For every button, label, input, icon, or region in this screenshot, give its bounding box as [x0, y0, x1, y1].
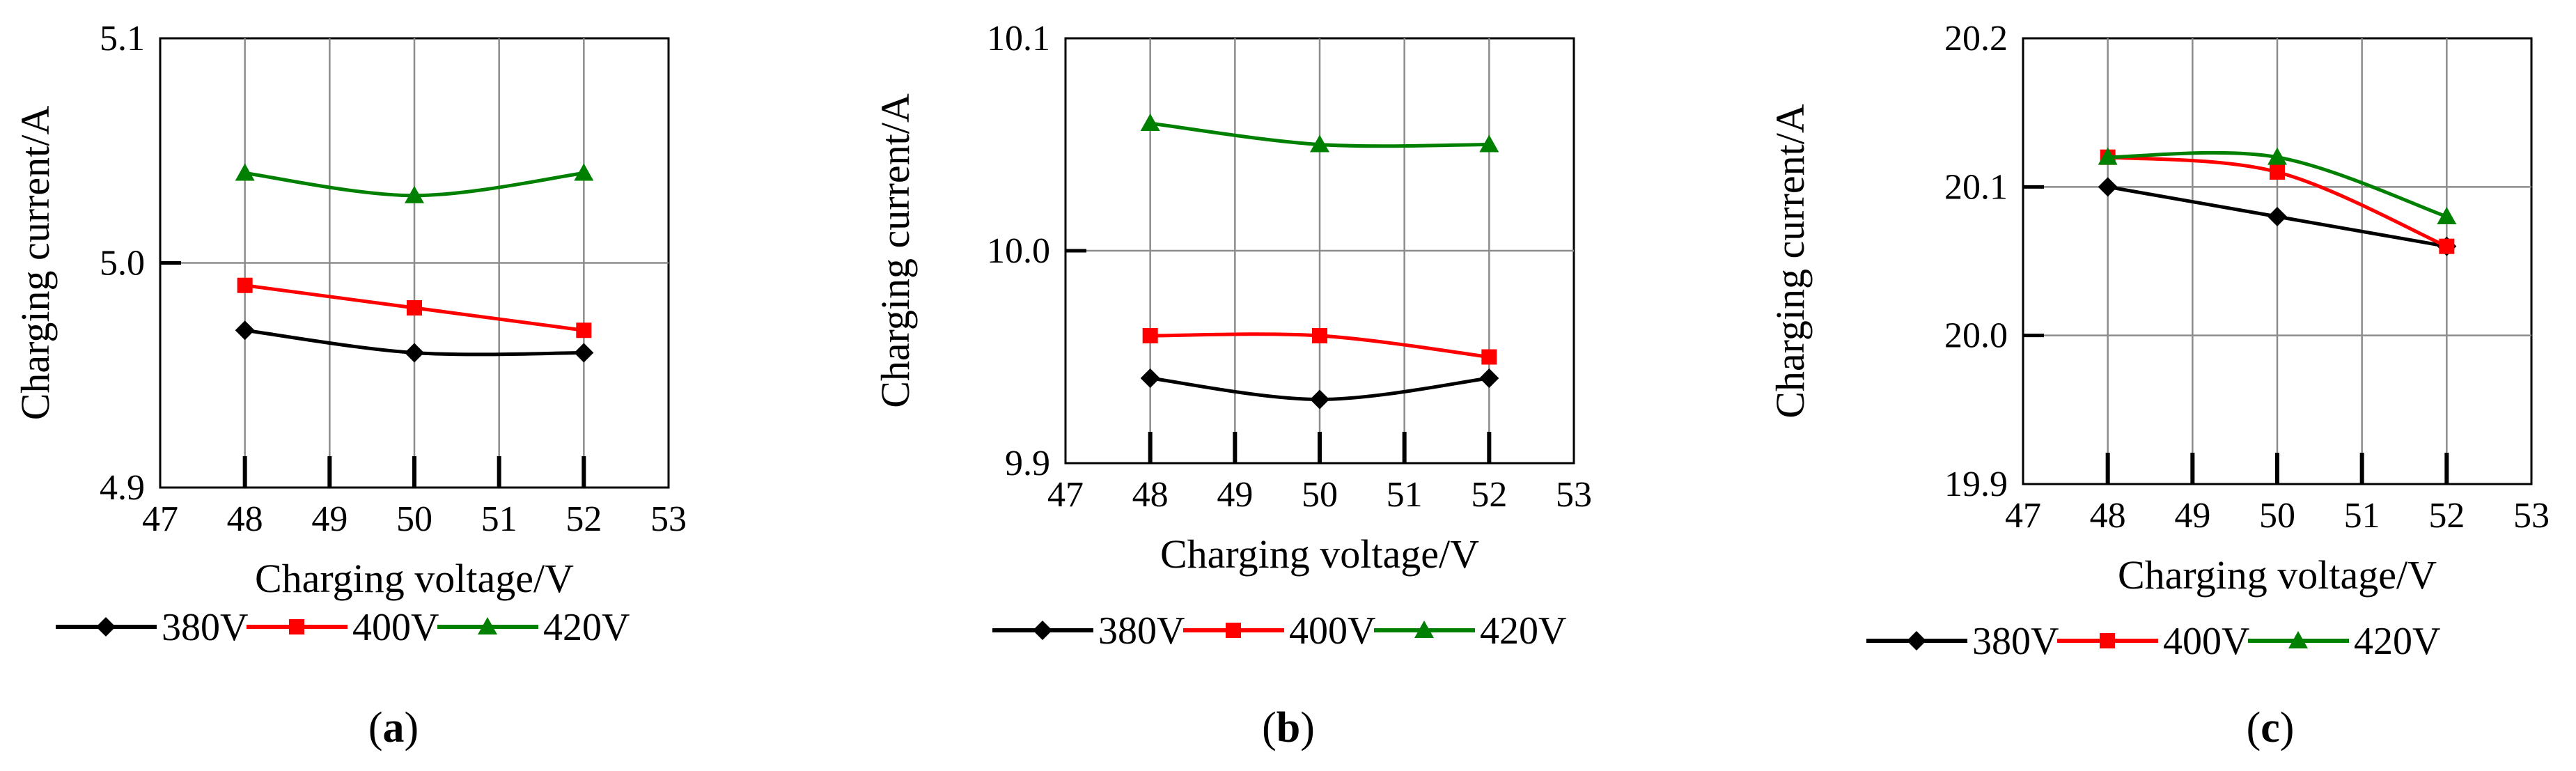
legend-marker-420V	[1414, 621, 1434, 638]
legend-label-420V: 420V	[1480, 609, 1566, 653]
legend-label-400V: 400V	[2163, 620, 2249, 663]
data-point-400V	[1142, 328, 1158, 343]
x-axis-title: Charging voltage/V	[1160, 531, 1479, 577]
data-point-400V	[2270, 164, 2285, 180]
chart-panel-b: 47 48 49 50 51 52 53 9.9 10.0 10.1 Charging voltag…	[873, 19, 1592, 751]
data-point-380V	[1310, 389, 1329, 410]
series-420V	[2098, 147, 2457, 224]
data-point-380V	[1479, 368, 1499, 388]
data-point-380V	[2267, 207, 2287, 226]
data-point-380V	[235, 320, 255, 341]
y-tick-label: 5.1	[100, 19, 145, 59]
legend-label-420V: 420V	[2354, 620, 2440, 663]
x-tick-label: 51	[481, 499, 517, 539]
x-tick-label: 49	[2174, 496, 2210, 536]
x-tick-label: 53	[1556, 475, 1592, 515]
data-point-380V	[574, 343, 594, 363]
legend: 380V 400V 420V	[1866, 620, 2440, 663]
legend-label-380V: 380V	[1972, 620, 2059, 663]
y-tick-label: 10.0	[987, 231, 1050, 271]
x-axis-title: Charging voltage/V	[2118, 552, 2437, 598]
data-point-420V	[2437, 207, 2457, 224]
legend-marker-400V	[289, 619, 304, 634]
data-point-420V	[405, 185, 424, 203]
data-point-420V	[574, 163, 594, 181]
series-400V	[1142, 328, 1497, 365]
y-axis-title: Charging current/A	[1767, 104, 1813, 419]
x-axis-title: Charging voltage/V	[255, 556, 574, 601]
x-tick-label: 48	[2090, 496, 2126, 536]
data-point-400V	[576, 322, 592, 338]
y-tick-label: 9.9	[1005, 444, 1050, 483]
y-tick-label: 19.9	[1944, 465, 2008, 504]
y-tick-label: 4.9	[100, 468, 145, 508]
data-point-420V	[1479, 134, 1499, 153]
series-400V	[237, 277, 592, 338]
data-point-380V	[2098, 177, 2118, 197]
legend-label-380V: 380V	[162, 606, 248, 649]
x-tick-label: 47	[1047, 475, 1084, 515]
data-point-420V	[1140, 114, 1160, 131]
legend-marker-420V	[478, 617, 497, 634]
x-tick-label: 47	[2005, 496, 2041, 536]
data-point-380V	[1140, 368, 1160, 388]
x-tick-label: 48	[227, 499, 263, 539]
legend-marker-400V	[1226, 623, 1241, 638]
x-tick-label: 53	[650, 499, 687, 539]
data-point-400V	[1481, 349, 1497, 365]
x-tick-label: 47	[142, 499, 178, 539]
legend: 380V 400V 420V	[56, 606, 630, 649]
x-tick-label: 50	[2259, 496, 2295, 536]
y-axis-title: Charging current/A	[13, 106, 58, 421]
panel-caption: (b)	[1262, 704, 1315, 751]
data-point-420V	[2098, 147, 2118, 165]
x-tick-label: 52	[565, 499, 602, 539]
legend-marker-380V	[96, 617, 116, 637]
series-380V	[1140, 368, 1499, 410]
legend-label-380V: 380V	[1098, 609, 1185, 653]
x-tick-label: 50	[1302, 475, 1338, 515]
data-point-420V	[2267, 147, 2287, 165]
series-420V	[1140, 114, 1499, 153]
data-point-400V	[1312, 328, 1327, 343]
y-tick-label: 10.1	[987, 19, 1050, 59]
data-point-400V	[407, 300, 422, 316]
x-tick-label: 49	[311, 499, 348, 539]
legend-label-420V: 420V	[543, 606, 630, 649]
data-point-400V	[2439, 238, 2455, 254]
x-tick-label: 52	[1471, 475, 1507, 515]
data-point-380V	[405, 343, 424, 363]
data-point-420V	[235, 163, 255, 181]
panel-caption: (a)	[368, 704, 419, 751]
y-axis-title: Charging current/A	[873, 93, 918, 408]
x-tick-label: 53	[2513, 496, 2550, 536]
legend-label-400V: 400V	[352, 606, 439, 649]
series-380V	[235, 320, 594, 363]
y-tick-label: 20.2	[1944, 19, 2008, 59]
y-tick-label: 20.0	[1944, 316, 2008, 356]
chart-panel-c: 47 48 49 50 51 52 53 19.9 20.0 20.1 20.2 Charging v…	[1767, 19, 2550, 751]
legend-marker-420V	[2288, 631, 2308, 648]
legend-label-400V: 400V	[1289, 609, 1375, 653]
x-tick-label: 49	[1217, 475, 1253, 515]
x-tick-label: 52	[2428, 496, 2465, 536]
legend-marker-400V	[2100, 633, 2115, 648]
chart-panel-a: 47 48 49 50 51 52 53 4.9 5.0 5.1 Charging voltage/…	[13, 19, 687, 751]
y-tick-label: 5.0	[100, 244, 145, 283]
legend-marker-380V	[1907, 631, 1926, 651]
data-point-420V	[1310, 134, 1329, 153]
x-tick-label: 51	[1387, 475, 1423, 515]
x-tick-label: 51	[2344, 496, 2380, 536]
data-point-400V	[237, 277, 253, 293]
y-tick-label: 20.1	[1944, 167, 2008, 207]
series-420V	[235, 163, 594, 203]
x-tick-label: 50	[396, 499, 432, 539]
legend: 380V 400V 420V	[992, 609, 1566, 653]
x-tick-label: 48	[1132, 475, 1169, 515]
panel-caption: (c)	[2247, 704, 2295, 751]
legend-marker-380V	[1033, 621, 1052, 640]
